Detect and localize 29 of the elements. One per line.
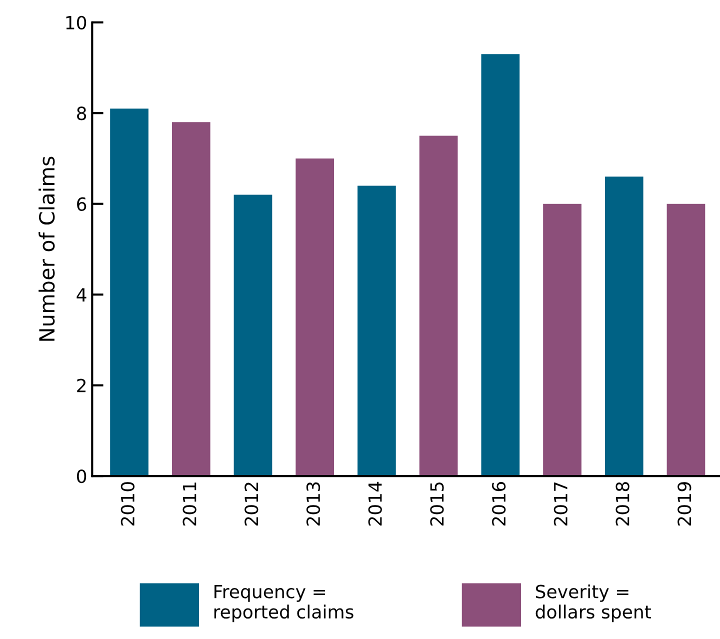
bar bbox=[296, 158, 334, 476]
y-tick-label: 6 bbox=[77, 197, 86, 211]
x-tick-label: 2018 bbox=[616, 482, 630, 526]
x-tick-label: 2010 bbox=[120, 482, 135, 526]
x-tick-label: 2016 bbox=[492, 482, 506, 526]
bar bbox=[234, 194, 272, 476]
x-tick-label: 2011 bbox=[182, 482, 196, 526]
bar bbox=[604, 176, 644, 476]
x-tick-label: 2019 bbox=[678, 482, 692, 526]
x-tick-label: 2012 bbox=[244, 482, 258, 526]
bar bbox=[481, 54, 520, 476]
bar bbox=[543, 204, 582, 476]
bar bbox=[110, 108, 148, 476]
y-tick-label: 0 bbox=[77, 470, 86, 484]
y-tick-label: 2 bbox=[77, 378, 86, 392]
legend-label: Severity = dollars spent bbox=[536, 584, 652, 622]
bar bbox=[358, 186, 396, 476]
bar bbox=[172, 122, 210, 476]
bar bbox=[666, 204, 706, 476]
x-tick-label: 2014 bbox=[368, 482, 382, 526]
y-axis-title: Number of Claims bbox=[38, 156, 55, 341]
bar bbox=[419, 136, 458, 476]
legend-label: Frequency = reported claims bbox=[214, 584, 354, 622]
y-tick-label: 10 bbox=[66, 16, 86, 30]
x-tick-label: 2015 bbox=[430, 482, 444, 526]
y-tick-label: 4 bbox=[76, 288, 86, 302]
x-tick-label: 2013 bbox=[306, 482, 320, 526]
y-tick-label: 8 bbox=[77, 106, 86, 120]
x-tick-label: 2017 bbox=[554, 482, 568, 526]
